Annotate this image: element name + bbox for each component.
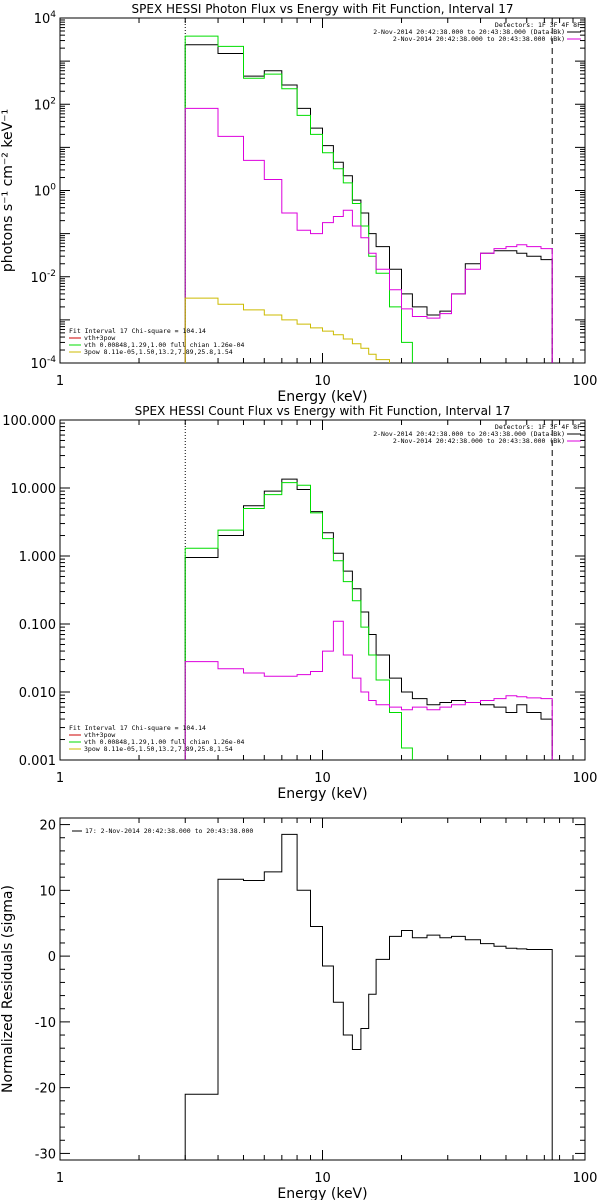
x-tick-label: 1 — [56, 1171, 64, 1186]
legend-entry: 2-Nov-2014 20:42:38.000 to 20:43:38.000 … — [373, 28, 565, 36]
x-tick-label: 1 — [56, 771, 64, 786]
legend: Detectors: 1F 3F 4F 8F2-Nov-2014 20:42:3… — [373, 21, 581, 43]
x-axis-label: Energy (keV) — [277, 786, 367, 802]
y-tick-label: 100 — [34, 183, 57, 200]
legend-entry: 2-Nov-2014 20:42:38.000 to 20:43:38.000 … — [393, 437, 565, 445]
y-tick-label: 1.000 — [19, 550, 56, 565]
x-tick-label: 10 — [314, 771, 331, 786]
fit-legend: Fit Interval 17 Chi-square = 104.14vth+3… — [69, 724, 245, 753]
y-tick-label: -30 — [35, 1147, 56, 1162]
fit-legend-entry: vth 0.00848,1.29,1.00 full chian 1.26e-0… — [84, 738, 245, 746]
x-tick-label: 100 — [573, 771, 598, 786]
y-tick-label: 10 — [39, 884, 56, 899]
x-tick-label: 10 — [314, 374, 331, 389]
y-tick-label: 0.001 — [19, 754, 56, 769]
legend-entry: 17: 2-Nov-2014 20:42:38.000 to 20:43:38.… — [85, 827, 253, 835]
y-axis-label: photons s⁻¹ cm⁻² keV⁻¹ — [0, 109, 16, 272]
count-flux-panel: 1 10 100 0.001 0.010 0.100 1.000 10.000 100.000 S… — [2, 404, 598, 802]
plot-frame — [59, 17, 586, 364]
series-group — [184, 478, 553, 760]
series-group — [184, 35, 553, 363]
legend: Detectors: 1F 3F 4F 8F2-Nov-2014 20:42:3… — [373, 423, 581, 445]
y-tick-label: 104 — [34, 10, 57, 27]
series-line-0 — [184, 44, 553, 363]
fit-legend-entry: vth+3pow — [84, 731, 115, 739]
y-tick-label: 0 — [48, 950, 56, 965]
fit-legend-header: Fit Interval 17 Chi-square = 104.14 — [69, 327, 206, 335]
x-tick-label: 1 — [56, 374, 64, 389]
fit-legend-header: Fit Interval 17 Chi-square = 104.14 — [69, 724, 206, 732]
series-line-0 — [184, 833, 553, 1160]
x-tick-label: 100 — [573, 374, 598, 389]
y-tick-label: 20 — [39, 819, 56, 834]
series-line-3 — [184, 297, 390, 363]
y-tick-label: 0.010 — [19, 686, 56, 701]
y-tick-label: 10-4 — [30, 355, 56, 372]
legend-entry: 2-Nov-2014 20:42:38.000 to 20:43:38.000 … — [373, 430, 565, 438]
x-tick-label: 10 — [314, 1171, 331, 1186]
series-line-1 — [184, 482, 413, 760]
legend: 17: 2-Nov-2014 20:42:38.000 to 20:43:38.… — [72, 827, 253, 835]
fit-legend-entry: 3pow 8.11e-05,1.50,13.2,7.89,25.8,1.54 — [84, 348, 233, 356]
photon-flux-panel: 1 10 100 10-4 10-2 100 102 104 SPEX HESSI Photon… — [0, 2, 598, 405]
y-tick-label: 102 — [34, 96, 56, 113]
series-line-0 — [184, 478, 553, 760]
y-tick-label: 100.000 — [2, 414, 56, 429]
legend-header: Detectors: 1F 3F 4F 8F — [495, 423, 581, 431]
fit-legend-entry: 3pow 8.11e-05,1.50,13.2,7.89,25.8,1.54 — [84, 745, 233, 753]
series-group — [184, 833, 553, 1160]
plot-frame — [59, 817, 586, 1161]
y-tick-label: 0.100 — [19, 618, 56, 633]
y-tick-label: 10.000 — [11, 482, 57, 497]
x-tick-label: 100 — [573, 1171, 598, 1186]
series-line-2 — [184, 107, 553, 363]
y-tick-label: -20 — [35, 1082, 56, 1097]
chart-title: SPEX HESSI Count Flux vs Energy with Fit… — [135, 404, 511, 418]
y-axis-label: Normalized Residuals (sigma) — [0, 885, 16, 1093]
y-tick-label: -10 — [35, 1016, 56, 1031]
fit-legend-entry: vth+3pow — [84, 334, 115, 342]
series-line-2 — [184, 620, 553, 760]
chart-title: SPEX HESSI Photon Flux vs Energy with Fi… — [132, 2, 514, 16]
legend-entry: 2-Nov-2014 20:42:38.000 to 20:43:38.000 … — [393, 35, 565, 43]
x-axis-label: Energy (keV) — [277, 389, 367, 405]
fit-legend: Fit Interval 17 Chi-square = 104.14vth+3… — [69, 327, 245, 356]
fit-legend-entry: vth 0.00848,1.29,1.00 full chian 1.26e-0… — [84, 341, 245, 349]
y-tick-label: 10-2 — [30, 269, 56, 286]
x-axis-label: Energy (keV) — [277, 1186, 367, 1200]
legend-header: Detectors: 1F 3F 4F 8F — [495, 21, 581, 29]
residuals-panel: 1 10 100 -30 -20 -10 0 10 20 Energy (keV) Normaliz… — [0, 817, 598, 1200]
